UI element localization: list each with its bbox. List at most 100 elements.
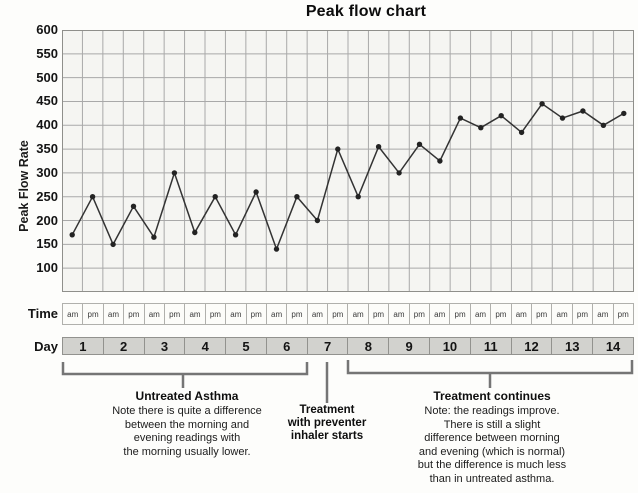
y-tick-label: 150 xyxy=(36,236,58,252)
annotation-untreated: Untreated Asthma Note there is quite a d… xyxy=(57,389,317,459)
annotation-untreated-heading: Untreated Asthma xyxy=(135,389,239,403)
time-cell: pm xyxy=(83,304,104,324)
y-tick-label: 500 xyxy=(36,69,58,85)
annotation-treatment-start-heading: Treatment with preventer inhaler starts xyxy=(287,404,367,442)
day-row: 1 2 3 4 5 6 7 8 9 10 11 12 13 14 xyxy=(62,337,634,355)
time-cell: am xyxy=(185,304,206,324)
plot-area xyxy=(62,30,634,292)
data-point xyxy=(335,146,341,152)
day-cell: 4 xyxy=(185,338,227,354)
untreated-bracket xyxy=(61,362,309,388)
time-cell: pm xyxy=(491,304,512,324)
time-cell: pm xyxy=(410,304,431,324)
time-cell: pm xyxy=(287,304,308,324)
day-cell: 1 xyxy=(63,338,104,354)
day-cell: 6 xyxy=(267,338,308,354)
day-cell: 12 xyxy=(512,338,553,354)
time-row-label: Time xyxy=(27,306,58,321)
time-cell: am xyxy=(63,304,84,324)
data-point xyxy=(355,194,361,200)
treatment-continues-bracket xyxy=(346,360,634,388)
day-row-label: Day xyxy=(34,339,58,354)
time-cell: am xyxy=(471,304,492,324)
plot-border xyxy=(62,30,634,292)
annotation-treatment-continues: Treatment continues Note: the readings i… xyxy=(361,389,623,486)
time-cell: pm xyxy=(532,304,553,324)
day-cell: 11 xyxy=(471,338,512,354)
day-cell: 8 xyxy=(348,338,390,354)
data-point xyxy=(232,232,239,238)
data-point xyxy=(478,125,484,131)
data-point xyxy=(171,170,178,176)
time-cell: pm xyxy=(328,304,349,324)
y-tick-label: 100 xyxy=(36,260,58,276)
day-cell: 3 xyxy=(145,338,186,354)
data-point xyxy=(498,113,504,119)
data-point xyxy=(621,110,627,117)
day-cell: 10 xyxy=(430,338,471,354)
data-point xyxy=(130,203,137,209)
data-point xyxy=(253,189,259,195)
annotation-treatment-start: Treatment with preventer inhaler starts xyxy=(275,404,379,445)
time-cell: pm xyxy=(617,309,629,319)
time-cell: am xyxy=(389,304,410,324)
data-point xyxy=(273,246,280,252)
y-tick-label: 350 xyxy=(36,141,58,157)
data-point xyxy=(539,101,545,107)
time-cell: am xyxy=(145,304,165,324)
y-tick-label: 250 xyxy=(36,188,58,204)
data-point xyxy=(559,115,566,121)
data-point xyxy=(396,170,402,176)
day-cell: 5 xyxy=(226,338,267,354)
y-tick-label: 600 xyxy=(36,22,58,37)
annotation-treatment-continues-body: Note: the readings improve. There is sti… xyxy=(417,405,567,485)
time-cell: pm xyxy=(369,304,390,324)
day-cell: 14 xyxy=(605,338,621,354)
y-tick-label: 300 xyxy=(36,164,58,180)
time-cell: pm xyxy=(450,304,471,324)
time-cell: am xyxy=(593,304,614,324)
y-tick-label: 400 xyxy=(36,117,58,133)
annotation-untreated-body: Note there is quite a difference between… xyxy=(112,405,262,458)
data-point xyxy=(416,141,423,147)
data-point xyxy=(518,129,525,136)
data-point xyxy=(314,217,321,224)
time-cell: am xyxy=(104,304,125,324)
time-cell: pm xyxy=(124,304,145,324)
time-row: am pm am pm am pm am pm am pm am pm am pm am pm am pm am pm… xyxy=(62,303,634,325)
day-cell: 13 xyxy=(552,338,594,354)
time-cell: am xyxy=(430,304,451,324)
time-cell: am xyxy=(226,304,247,324)
annotation-treatment-continues-heading: Treatment continues xyxy=(433,389,551,403)
data-point xyxy=(457,115,464,121)
time-cell: pm xyxy=(165,304,186,324)
y-tick-label: 200 xyxy=(36,212,58,228)
data-point xyxy=(437,158,443,164)
time-cell: am xyxy=(267,304,288,324)
time-cell: am xyxy=(308,304,329,324)
data-point xyxy=(580,108,586,114)
chart-title: Peak flow chart xyxy=(305,3,427,20)
time-cell: pm xyxy=(206,304,227,324)
y-tick-label: 450 xyxy=(36,93,58,109)
data-point xyxy=(600,122,607,128)
data-point xyxy=(151,234,157,240)
day-cell: 7 xyxy=(308,338,349,354)
time-cell: pm xyxy=(247,304,267,324)
data-point xyxy=(212,194,218,200)
data-point xyxy=(294,194,300,200)
data-point xyxy=(89,194,96,200)
time-cell: am xyxy=(512,304,532,324)
day-cell: 9 xyxy=(389,338,431,354)
data-point xyxy=(110,241,116,248)
time-cell: am xyxy=(348,304,369,324)
data-point xyxy=(192,229,198,236)
peak-flow-line xyxy=(71,102,625,252)
day-cell: 2 xyxy=(104,338,145,354)
data-point xyxy=(69,232,75,238)
y-tick-label: 550 xyxy=(36,45,58,61)
time-cell: am xyxy=(552,304,573,324)
time-cell: pm xyxy=(573,304,594,324)
data-point xyxy=(375,144,382,150)
